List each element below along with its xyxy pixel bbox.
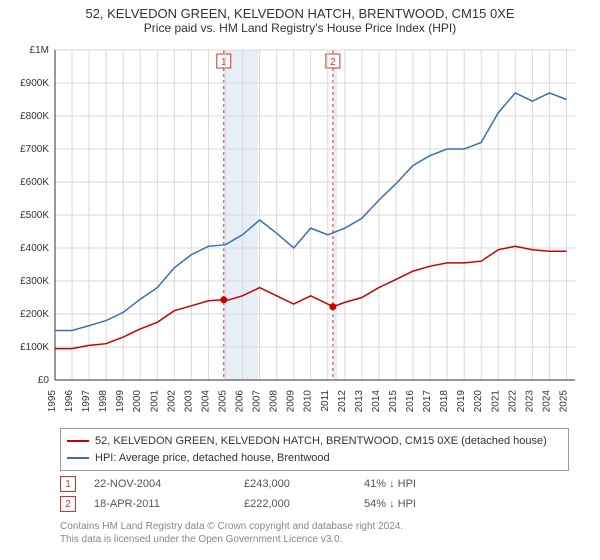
svg-text:£500K: £500K	[20, 210, 49, 221]
svg-text:2014: 2014	[371, 390, 382, 413]
attribution: Contains HM Land Registry data © Crown c…	[60, 520, 403, 546]
legend-swatch	[67, 457, 89, 459]
svg-text:2004: 2004	[200, 390, 211, 413]
chart: 12£0£100K£200K£300K£400K£500K£600K£700K£…	[55, 50, 575, 380]
root: 52, KELVEDON GREEN, KELVEDON HATCH, BREN…	[0, 0, 600, 560]
legend-item: HPI: Average price, detached house, Bren…	[67, 450, 562, 467]
svg-text:1999: 1999	[115, 390, 126, 413]
svg-text:£100K: £100K	[20, 342, 49, 353]
svg-text:2018: 2018	[439, 390, 450, 413]
svg-text:£900K: £900K	[20, 78, 49, 89]
svg-text:1997: 1997	[81, 390, 92, 413]
svg-text:1: 1	[221, 57, 227, 68]
svg-text:£200K: £200K	[20, 309, 49, 320]
svg-text:2001: 2001	[149, 390, 160, 413]
marker-badge: 2	[60, 496, 76, 512]
svg-text:2016: 2016	[405, 390, 416, 413]
svg-text:2002: 2002	[166, 390, 177, 413]
svg-text:2011: 2011	[320, 390, 331, 412]
svg-text:1995: 1995	[47, 390, 58, 413]
marker-price: £243,000	[244, 478, 364, 490]
marker-delta: 54% ↓ HPI	[364, 498, 484, 510]
marker-delta: 41% ↓ HPI	[364, 478, 484, 490]
svg-text:2021: 2021	[490, 390, 501, 413]
svg-text:2025: 2025	[558, 390, 569, 413]
svg-text:2008: 2008	[269, 390, 280, 413]
svg-text:2005: 2005	[217, 390, 228, 413]
svg-text:2010: 2010	[303, 390, 314, 413]
svg-text:£400K: £400K	[20, 243, 49, 254]
legend: 52, KELVEDON GREEN, KELVEDON HATCH, BREN…	[60, 428, 569, 471]
svg-text:2003: 2003	[183, 390, 194, 413]
svg-text:£300K: £300K	[20, 276, 49, 287]
title-line-1: 52, KELVEDON GREEN, KELVEDON HATCH, BREN…	[0, 6, 600, 21]
marker-date: 18-APR-2011	[94, 498, 244, 510]
attribution-line: Contains HM Land Registry data © Crown c…	[60, 520, 403, 533]
svg-text:2022: 2022	[507, 390, 518, 413]
svg-text:2017: 2017	[422, 390, 433, 413]
svg-text:2007: 2007	[252, 390, 263, 413]
svg-text:2012: 2012	[337, 390, 348, 413]
svg-text:2013: 2013	[354, 390, 365, 413]
marker-row: 2 18-APR-2011 £222,000 54% ↓ HPI	[60, 494, 560, 514]
svg-text:2: 2	[330, 57, 336, 68]
svg-text:£600K: £600K	[20, 177, 49, 188]
attribution-line: This data is licensed under the Open Gov…	[60, 533, 403, 546]
marker-price: £222,000	[244, 498, 364, 510]
svg-text:2019: 2019	[456, 390, 467, 413]
chart-svg: 12£0£100K£200K£300K£400K£500K£600K£700K£…	[55, 50, 575, 430]
legend-label: 52, KELVEDON GREEN, KELVEDON HATCH, BREN…	[95, 433, 547, 450]
svg-text:£1M: £1M	[30, 45, 49, 56]
title-line-2: Price paid vs. HM Land Registry's House …	[0, 21, 600, 35]
svg-text:£0: £0	[38, 375, 50, 386]
legend-swatch	[67, 440, 89, 442]
svg-text:2006: 2006	[235, 390, 246, 413]
svg-text:1996: 1996	[64, 390, 75, 413]
legend-item: 52, KELVEDON GREEN, KELVEDON HATCH, BREN…	[67, 433, 562, 450]
marker-table: 1 22-NOV-2004 £243,000 41% ↓ HPI 2 18-AP…	[60, 474, 560, 514]
marker-badge: 1	[60, 476, 76, 492]
svg-text:2009: 2009	[286, 390, 297, 413]
svg-text:2000: 2000	[132, 390, 143, 413]
svg-text:£700K: £700K	[20, 144, 49, 155]
title-block: 52, KELVEDON GREEN, KELVEDON HATCH, BREN…	[0, 0, 600, 35]
marker-row: 1 22-NOV-2004 £243,000 41% ↓ HPI	[60, 474, 560, 494]
marker-date: 22-NOV-2004	[94, 478, 244, 490]
svg-text:2023: 2023	[524, 390, 535, 413]
svg-text:1998: 1998	[98, 390, 109, 413]
svg-text:2020: 2020	[473, 390, 484, 413]
svg-text:£800K: £800K	[20, 111, 49, 122]
svg-text:2015: 2015	[388, 390, 399, 413]
svg-text:2024: 2024	[541, 390, 552, 413]
legend-label: HPI: Average price, detached house, Bren…	[95, 450, 330, 467]
